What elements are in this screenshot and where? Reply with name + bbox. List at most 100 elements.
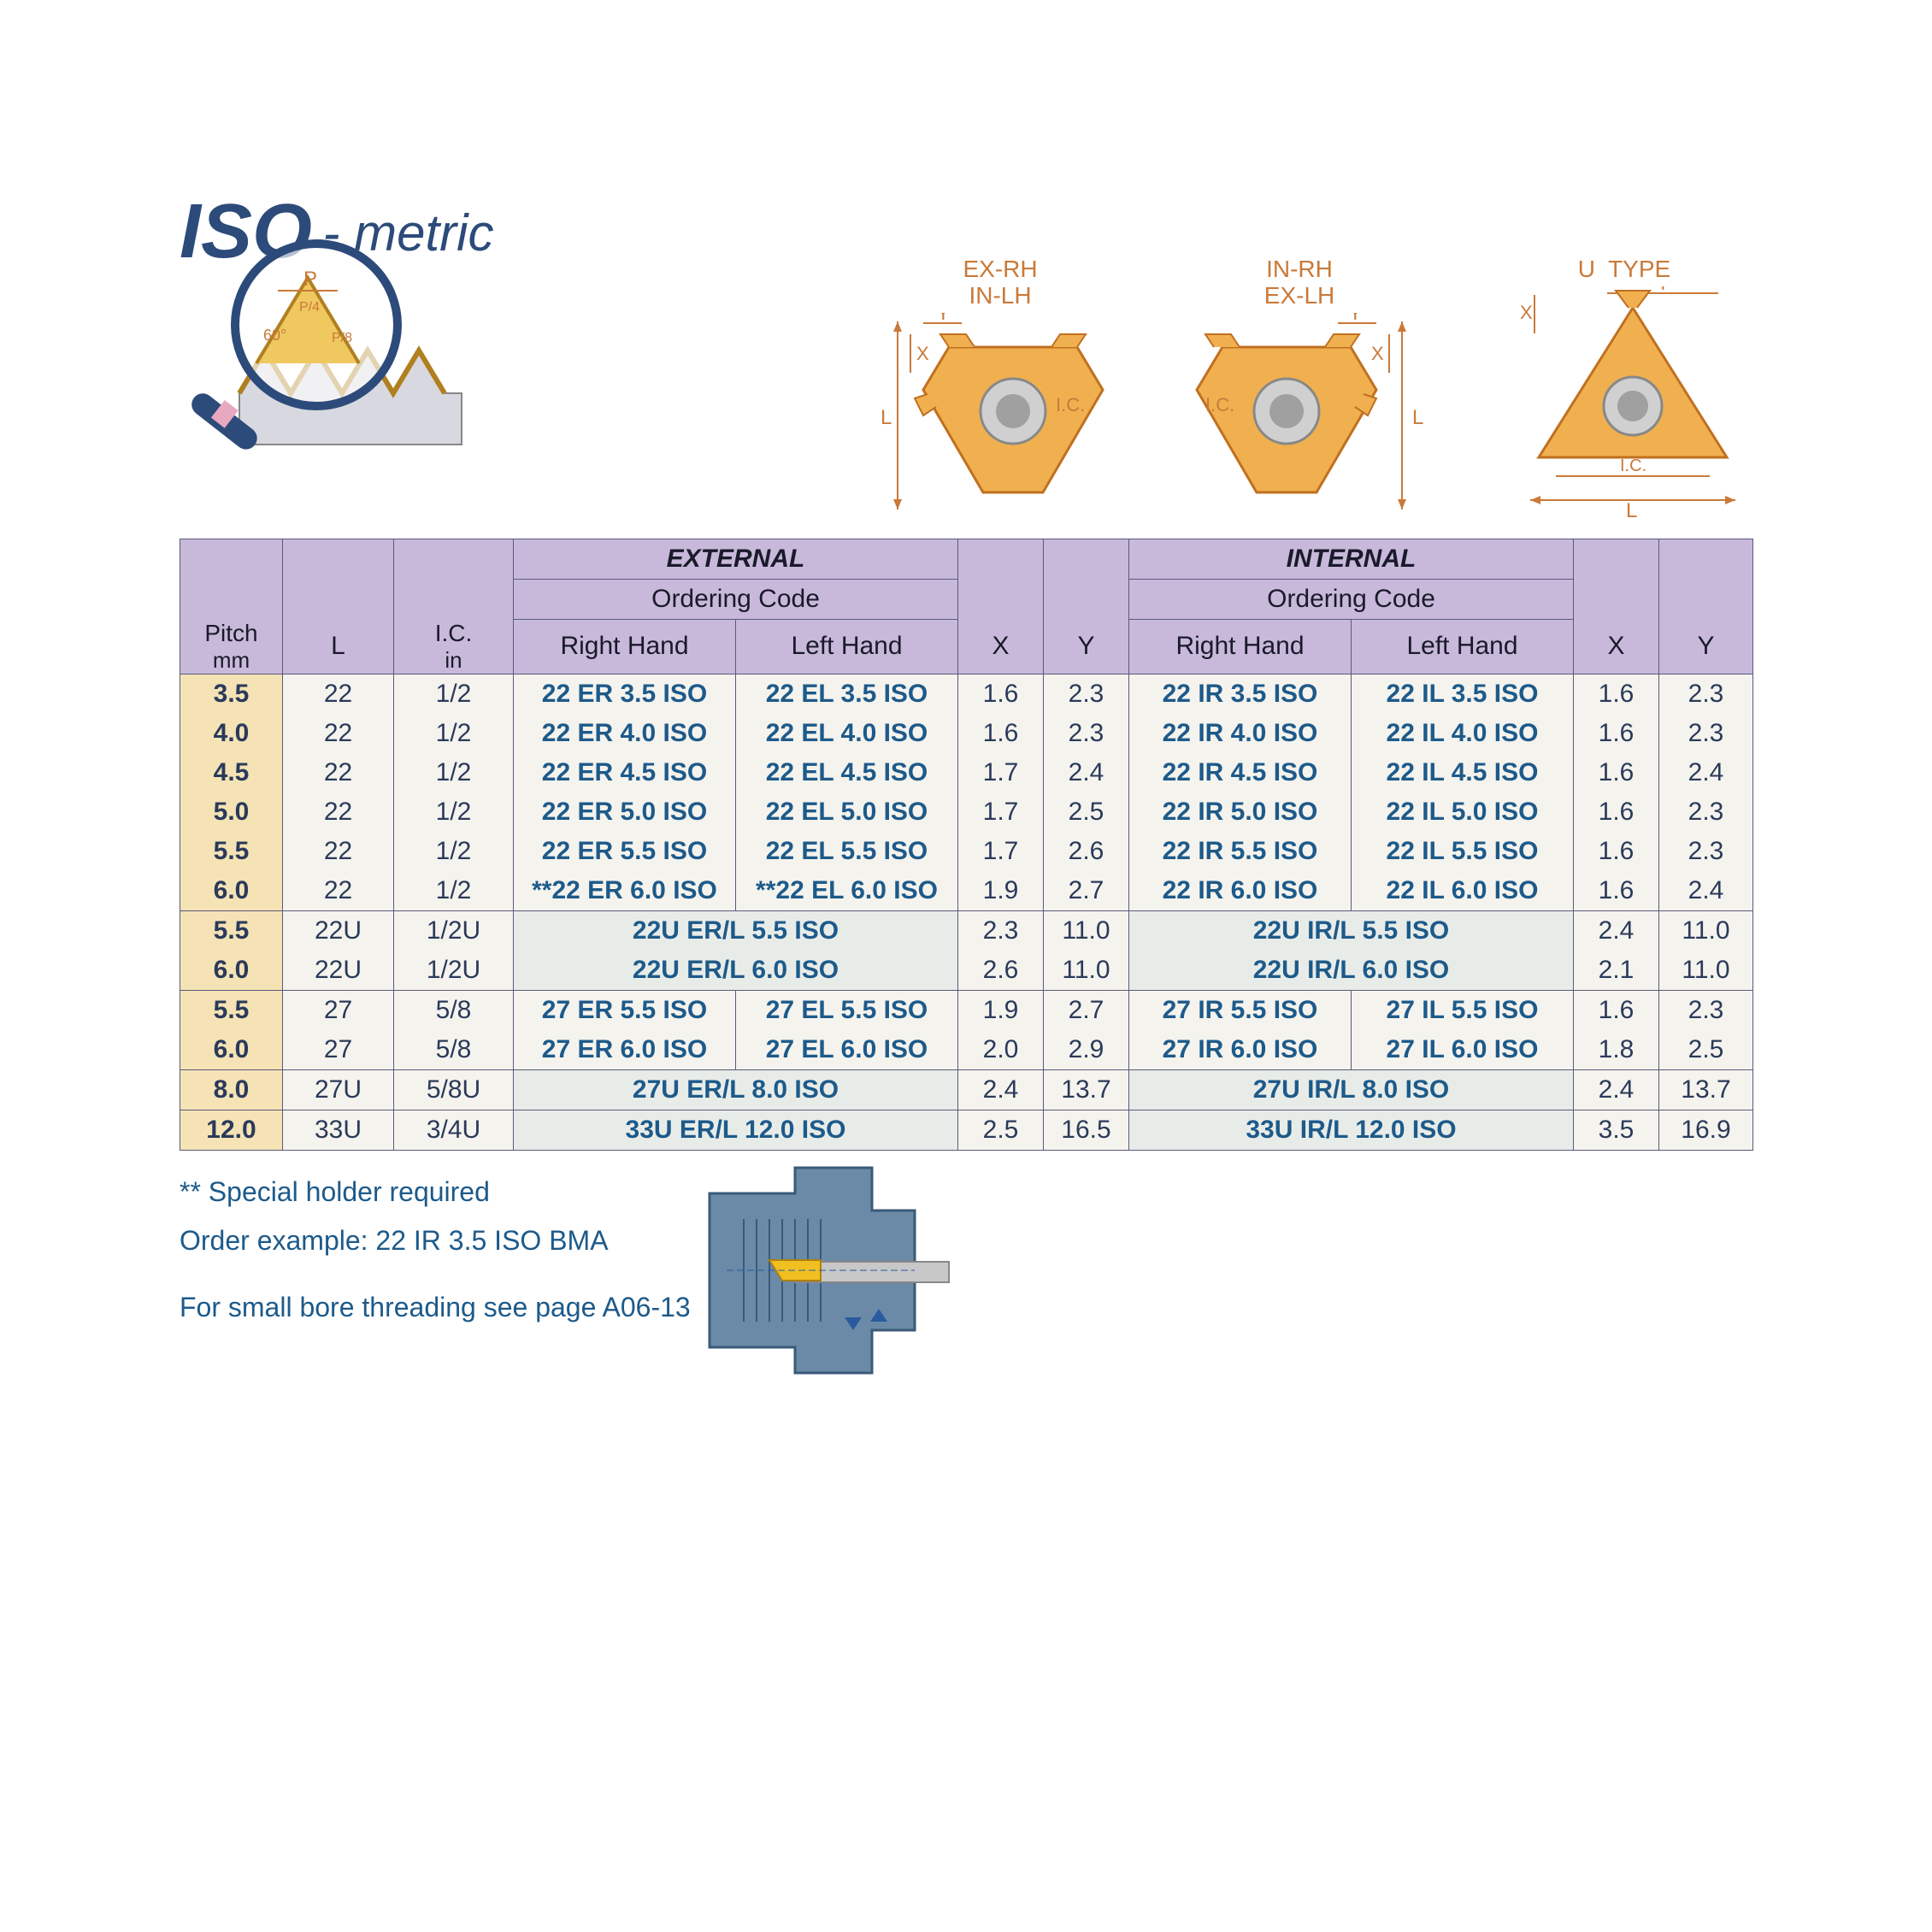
d1-line1: EX-RH: [963, 256, 1037, 282]
hdr-internal: INTERNAL: [1129, 539, 1574, 580]
svg-text:I.C.: I.C.: [1205, 394, 1234, 415]
cell: 22 IL 5.5 ISO: [1352, 832, 1574, 871]
cell: **22 EL 6.0 ISO: [736, 871, 958, 911]
hdr-ilh: Left Hand: [1352, 620, 1574, 674]
notes-block: ** Special holder required Order example…: [180, 1168, 1752, 1333]
cell: 27: [283, 1030, 394, 1070]
cell: 22 ER 4.5 ISO: [514, 753, 736, 792]
cell: 22U ER/L 6.0 ISO: [514, 951, 958, 991]
cell: **22 ER 6.0 ISO: [514, 871, 736, 911]
tool-diagram: [692, 1159, 966, 1381]
cell: 2.4: [1659, 871, 1753, 911]
hdr-ex: X: [958, 620, 1044, 674]
cell: 27 ER 5.5 ISO: [514, 990, 736, 1030]
hdr-ordcode-int: Ordering Code: [1129, 580, 1574, 620]
cell: 22 IR 4.0 ISO: [1129, 714, 1352, 753]
cell: 5/8: [394, 1030, 514, 1070]
cell: 22: [283, 753, 394, 792]
cell: 22 EL 3.5 ISO: [736, 674, 958, 714]
cell: 2.6: [1044, 832, 1129, 871]
cell: 11.0: [1659, 951, 1753, 991]
cell: 2.9: [1044, 1030, 1129, 1070]
cell: 1.6: [1574, 714, 1659, 753]
cell: 22U IR/L 6.0 ISO: [1129, 951, 1574, 991]
cell: 33U IR/L 12.0 ISO: [1129, 1110, 1574, 1150]
cell: 1.6: [958, 714, 1044, 753]
table-row: 6.0275/827 ER 6.0 ISO27 EL 6.0 ISO2.02.9…: [180, 1030, 1753, 1070]
table-row: 8.027U5/8U27U ER/L 8.0 ISO2.413.727U IR/…: [180, 1069, 1753, 1110]
cell: 22 IL 3.5 ISO: [1352, 674, 1574, 714]
cell: 2.5: [1659, 1030, 1753, 1070]
hdr-pitch: Pitch: [180, 620, 282, 647]
table-row: 5.522U1/2U22U ER/L 5.5 ISO2.311.022U IR/…: [180, 910, 1753, 951]
svg-text:I.C.: I.C.: [1056, 394, 1085, 415]
cell: 22U: [283, 910, 394, 951]
cell: 1.6: [1574, 753, 1659, 792]
svg-text:Y: Y: [937, 313, 950, 324]
table-row: 6.022U1/2U22U ER/L 6.0 ISO2.611.022U IR/…: [180, 951, 1753, 991]
cell: 4.0: [180, 714, 283, 753]
mag-p8-label: P/8: [332, 331, 352, 345]
svg-text:I.C.: I.C.: [1620, 456, 1646, 475]
hdr-mm: mm: [180, 647, 282, 674]
table-row: 5.5221/222 ER 5.5 ISO22 EL 5.5 ISO1.72.6…: [180, 832, 1753, 871]
hdr-in: in: [394, 647, 513, 674]
cell: 22 IR 5.0 ISO: [1129, 792, 1352, 832]
insert-diagram-1: EX-RHIN-LH L X Y I.C.: [863, 256, 1137, 531]
hdr-ey: Y: [1044, 620, 1129, 674]
cell: 2.3: [1044, 674, 1129, 714]
cell: 2.3: [958, 910, 1044, 951]
cell: 2.5: [958, 1110, 1044, 1150]
cell: 27 IL 6.0 ISO: [1352, 1030, 1574, 1070]
cell: 5.0: [180, 792, 283, 832]
cell: 6.0: [180, 1030, 283, 1070]
cell: 1.7: [958, 832, 1044, 871]
cell: 13.7: [1044, 1069, 1129, 1110]
cell: 5.5: [180, 910, 283, 951]
svg-text:X: X: [916, 343, 929, 364]
cell: 22U ER/L 5.5 ISO: [514, 910, 958, 951]
cell: 27 EL 5.5 ISO: [736, 990, 958, 1030]
cell: 22 IR 3.5 ISO: [1129, 674, 1352, 714]
cell: 1.6: [1574, 792, 1659, 832]
cell: 22: [283, 832, 394, 871]
cell: 22 IL 5.0 ISO: [1352, 792, 1574, 832]
hdr-L: L: [283, 620, 394, 674]
cell: 2.4: [958, 1069, 1044, 1110]
cell: 2.3: [1044, 714, 1129, 753]
svg-text:X: X: [1371, 343, 1384, 364]
cell: 1.6: [1574, 674, 1659, 714]
cell: 3/4U: [394, 1110, 514, 1150]
cell: 1/2: [394, 832, 514, 871]
cell: 2.4: [1044, 753, 1129, 792]
cell: 16.5: [1044, 1110, 1129, 1150]
hdr-erh: Right Hand: [514, 620, 736, 674]
cell: 1/2U: [394, 951, 514, 991]
cell: 5.5: [180, 832, 283, 871]
d2-line1: IN-RH: [1266, 256, 1333, 282]
hdr-ix: X: [1574, 620, 1659, 674]
mag-p4-label: P/4: [299, 300, 320, 315]
svg-text:Y: Y: [1349, 313, 1362, 324]
cell: 27 IR 5.5 ISO: [1129, 990, 1352, 1030]
cell: 1.6: [1574, 832, 1659, 871]
cell: 22: [283, 714, 394, 753]
hdr-external: EXTERNAL: [514, 539, 958, 580]
cell: 22: [283, 792, 394, 832]
cell: 22 IL 4.5 ISO: [1352, 753, 1574, 792]
cell: 6.0: [180, 871, 283, 911]
cell: 11.0: [1044, 951, 1129, 991]
note-special: ** Special holder required: [180, 1168, 1752, 1217]
cell: 2.3: [1659, 714, 1753, 753]
cell: 13.7: [1659, 1069, 1753, 1110]
cell: 22 IR 6.0 ISO: [1129, 871, 1352, 911]
svg-text:X: X: [1520, 302, 1533, 323]
hdr-irh: Right Hand: [1129, 620, 1352, 674]
d3-line1: U TYPE: [1578, 256, 1670, 282]
cell: 1.9: [958, 990, 1044, 1030]
mag-angle-label: 60°: [263, 327, 286, 344]
svg-text:L: L: [1412, 406, 1423, 429]
insert-diagram-2: IN-RHEX-LH L X Y I.C.: [1163, 256, 1436, 531]
table-row: 3.5221/222 ER 3.5 ISO22 EL 3.5 ISO1.62.3…: [180, 674, 1753, 714]
diagram-row: P P/4 P/8 60° EX-RHIN-LH L X Y: [180, 256, 1752, 539]
